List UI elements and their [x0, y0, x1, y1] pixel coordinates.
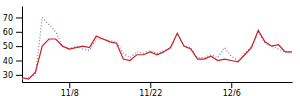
series-line: [22, 17, 292, 79]
y-tick: 40: [3, 57, 22, 66]
y-tick: 30: [3, 71, 22, 80]
y-tick-label: 60: [3, 28, 13, 37]
lines: [22, 17, 292, 79]
x-tick-label: 12/6: [223, 89, 241, 96]
y-tick-mark: [16, 32, 22, 33]
x-tick: 12/6: [223, 82, 241, 96]
y-tick: 60: [3, 28, 22, 37]
y-tick: 50: [3, 42, 22, 51]
y-tick-mark: [16, 75, 22, 76]
y-tick-mark: [16, 46, 22, 47]
x-tick-label: 11/8: [61, 89, 79, 96]
series-line: [22, 30, 292, 79]
plot: 11/8 11/22 12/6 30 40 50 60 70: [3, 7, 293, 96]
y-tick-mark: [16, 17, 22, 18]
y-tick-label: 40: [3, 57, 13, 66]
y-tick-label: 50: [3, 42, 13, 51]
x-tick: 11/22: [139, 82, 162, 96]
chart: 11/8 11/22 12/6 30 40 50 60 70: [0, 0, 300, 96]
x-axis-line: [23, 82, 293, 83]
x-tick-label: 11/22: [139, 89, 162, 96]
x-tick-mark: [69, 82, 70, 88]
y-tick-label: 70: [3, 14, 13, 23]
y-tick-mark: [16, 60, 22, 61]
x-tick: 11/8: [61, 82, 79, 96]
x-tick-mark: [231, 82, 232, 88]
y-tick: 70: [3, 14, 22, 23]
y-axis-line: [22, 7, 23, 83]
y-axis: 30 40 50 60 70: [3, 7, 23, 83]
x-tick-mark: [150, 82, 151, 88]
x-axis: 11/8 11/22 12/6: [23, 82, 293, 96]
y-tick-label: 30: [3, 71, 13, 80]
